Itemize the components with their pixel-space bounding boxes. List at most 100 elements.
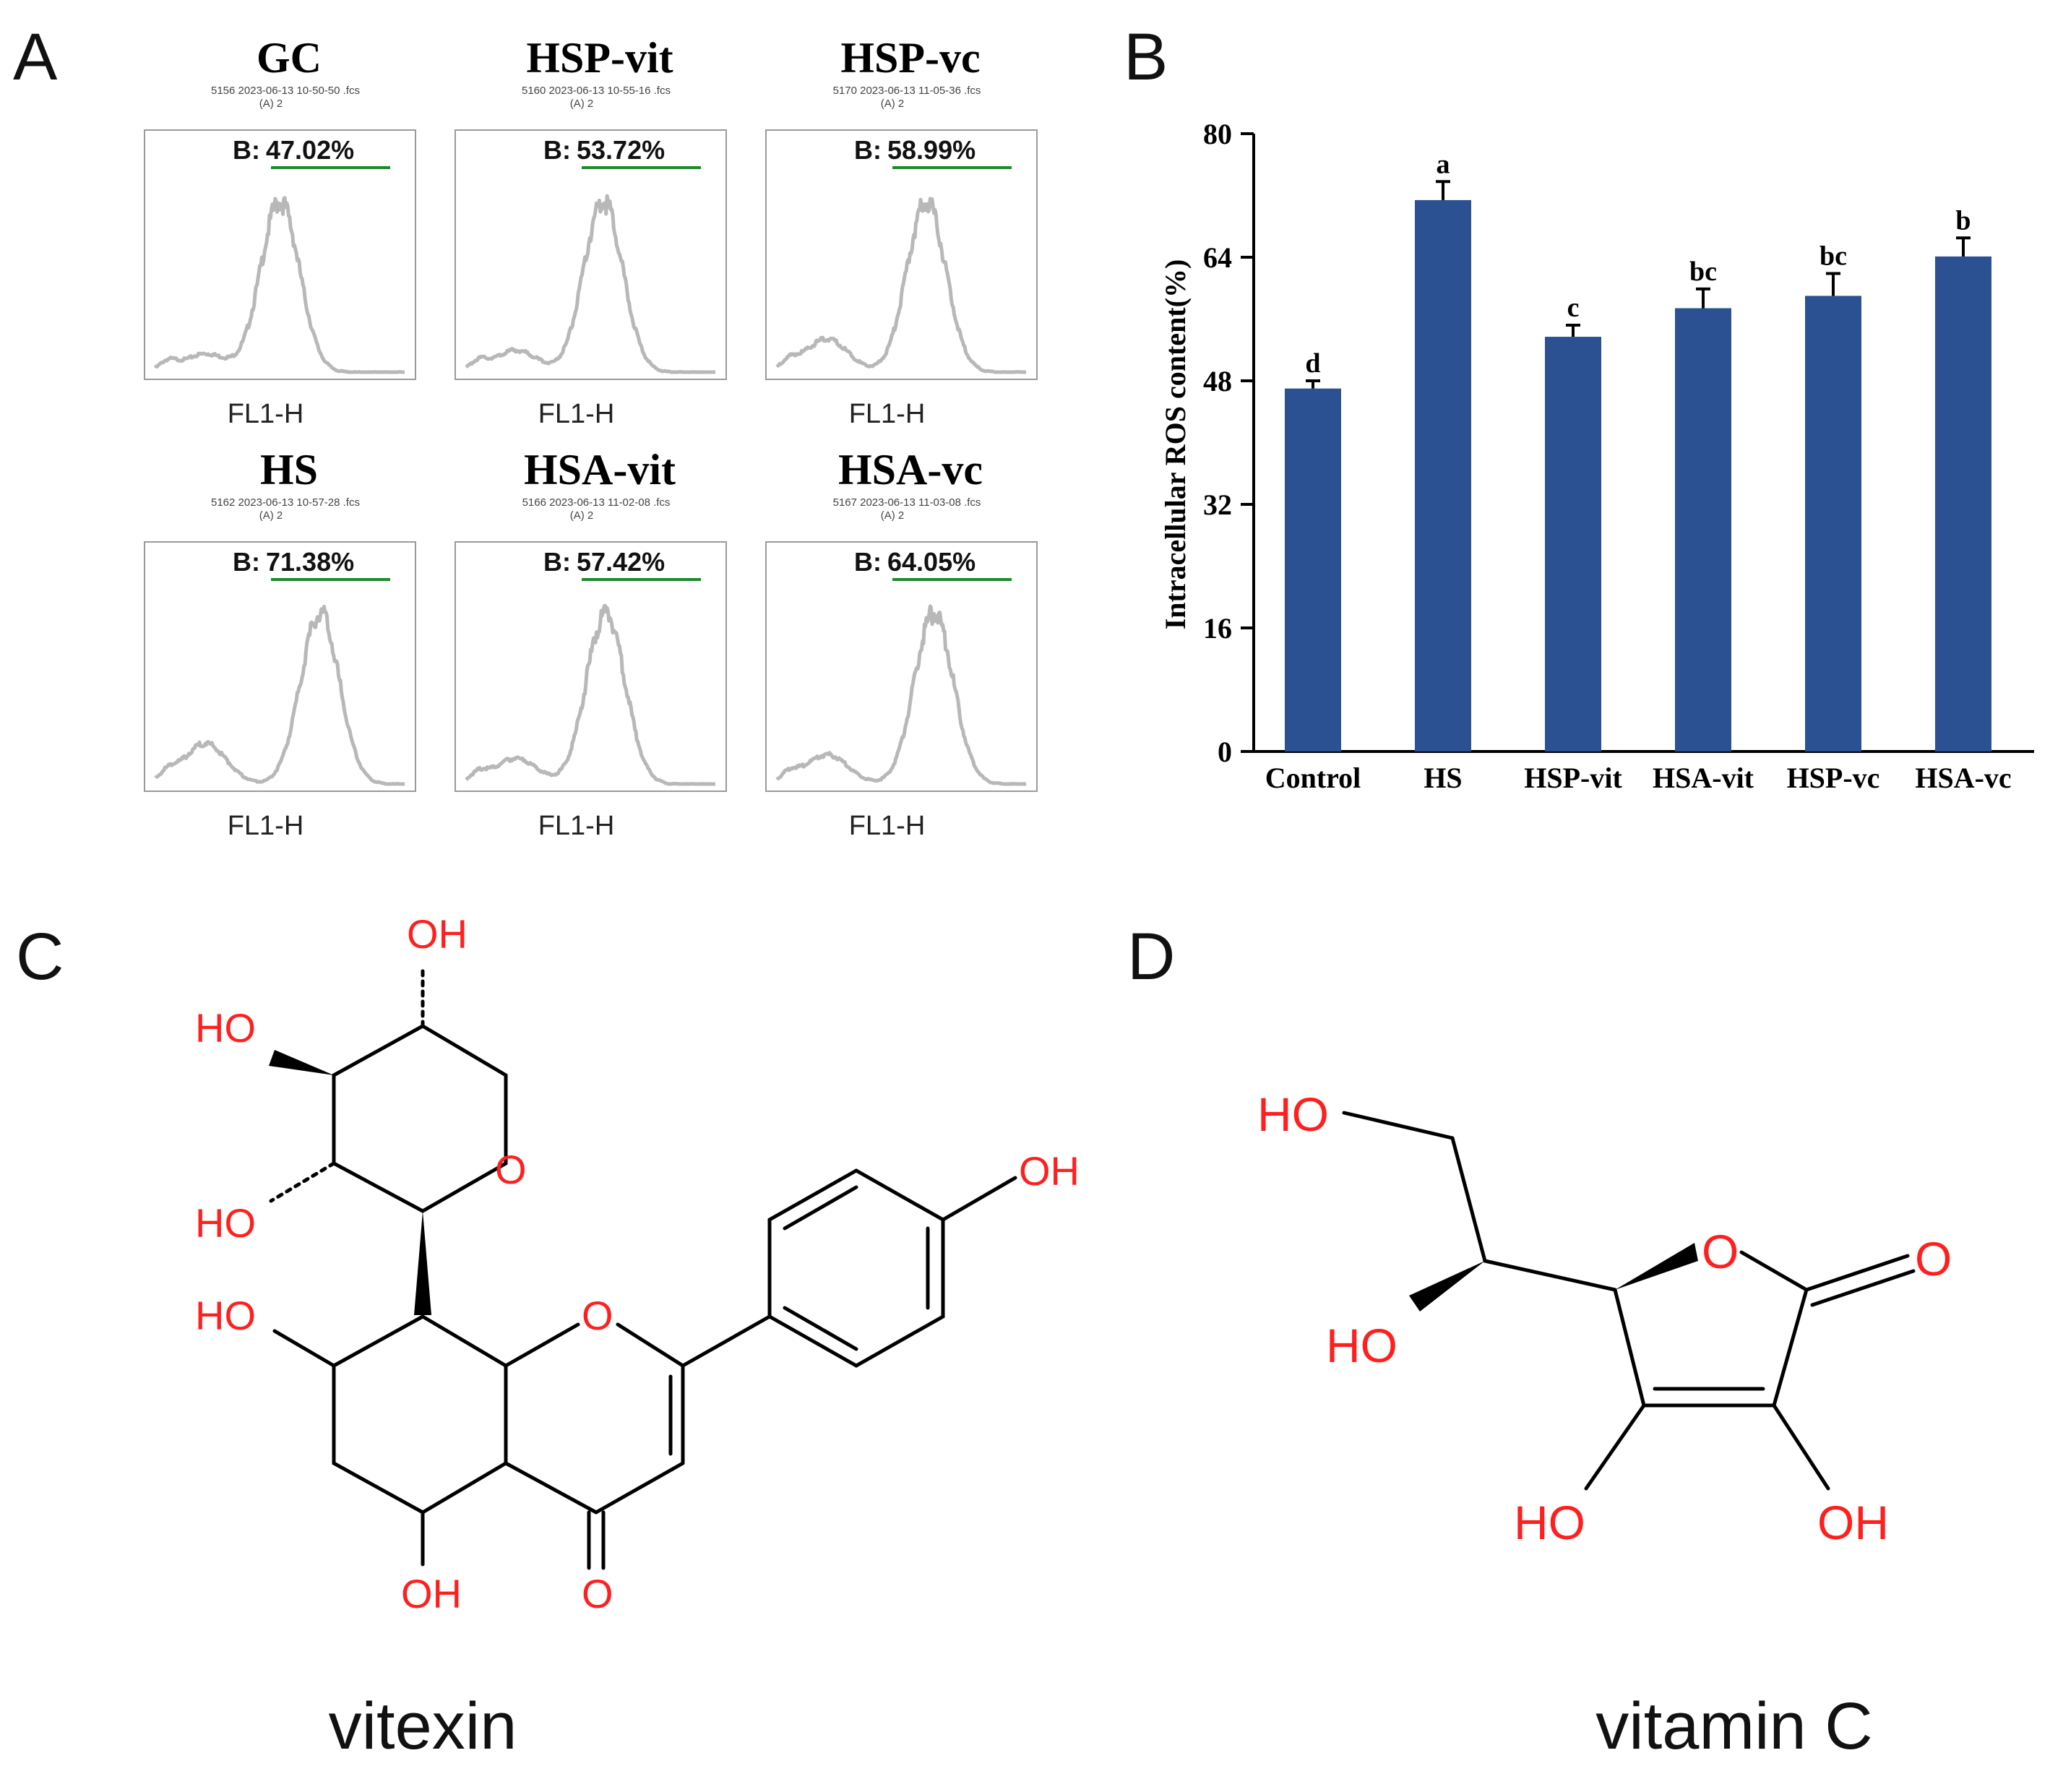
c4-c4a-bond (504, 1461, 598, 1515)
c-o-double-b (1810, 1269, 1916, 1307)
histogram-panel: HSP-vit 5160 2023-06-13 10-55-16 .fcs(A) … (455, 34, 727, 429)
atom-oh-phenol: OH (1019, 1148, 1080, 1194)
y-axis-title: Intracellular ROS content(%) (1159, 259, 1192, 630)
gate-prefix: B: (854, 135, 882, 165)
y-tick-label: 64 (1203, 241, 1232, 274)
c3-c4-bond (1613, 1288, 1646, 1408)
vitexin-label: vitexin (329, 1689, 517, 1763)
atom-oh-top: OH (407, 911, 468, 957)
sugar-ring-bonds (332, 1024, 508, 1213)
y-tick-label: 0 (1218, 736, 1232, 768)
atom-ho-hash: HO (195, 1200, 256, 1246)
gate-prefix: B: (543, 135, 571, 165)
histogram-subtitle: (A) 2 (259, 98, 283, 110)
panel-d-label: D (1127, 920, 1175, 994)
x-category-label: HSP-vit (1524, 762, 1622, 794)
histogram-curve (154, 604, 406, 786)
histogram-curve (153, 196, 406, 374)
atom-oh-bottom-right: OH (1817, 1496, 1889, 1549)
ho-bond (272, 1329, 336, 1368)
atom-ho-left: HO (195, 1005, 256, 1051)
c2-oh-bond (1772, 1403, 1830, 1491)
histogram-curve (465, 194, 717, 374)
ring-o-bond-right (616, 1322, 685, 1368)
bar (1545, 337, 1601, 751)
c1-c2-bond (1772, 1288, 1809, 1408)
y-tick-label: 80 (1203, 118, 1232, 150)
x-category-label: HSA-vc (1915, 762, 2011, 794)
ho-ch2-bond (1342, 1111, 1455, 1140)
histogram-frame (765, 541, 1038, 792)
vitamin-c-structure: HO HO O O HO OH vitamin C (1257, 1087, 1952, 1763)
gate-prefix: B: (233, 547, 260, 577)
c-o-double-a (1804, 1254, 1910, 1292)
bar (1675, 308, 1731, 752)
histogram-x-label: FL1-H (538, 399, 615, 429)
histogram-subtitle: (A) 2 (570, 98, 594, 110)
histogram-x-label: FL1-H (228, 399, 304, 429)
gate-percentage: 71.38% (266, 547, 354, 577)
x-category-label: HS (1424, 762, 1462, 794)
bar-group: d Control a HS c HSP-vit bc HSA-vit bc HSP-vc b HSA… (1265, 149, 2012, 794)
c3-oh-bond (1584, 1403, 1646, 1491)
y-tick-label: 48 (1203, 365, 1232, 397)
phenyl-ring-bonds (767, 1168, 945, 1368)
histogram-frame (765, 129, 1038, 380)
histogram-file-name: 5160 2023-06-13 10-55-16 .fcs (522, 85, 671, 97)
histogram-title: HSA-vit (524, 446, 676, 494)
atom-ho-ring: HO (195, 1293, 256, 1338)
histogram-subtitle: (A) 2 (570, 509, 594, 522)
atom-o-sugar-ring: O (495, 1147, 527, 1192)
bar (1935, 256, 1991, 751)
histogram-panel: HSP-vc 5170 2023-06-13 11-05-36 .fcs(A) 2… (765, 34, 1038, 429)
gate-percentage: 58.99% (887, 135, 976, 165)
y-tick-label: 32 (1203, 488, 1232, 521)
c3-c4-bond (594, 1461, 685, 1515)
histogram-subtitle: (A) 2 (881, 98, 905, 110)
gate-prefix: B: (233, 135, 260, 165)
histogram-curve (465, 603, 717, 786)
ros-bar-chart: Intracellular ROS content(%) 0 16 32 48 64 80… (1159, 118, 2034, 794)
histogram-x-label: FL1-H (538, 811, 615, 841)
histogram-title: HS (260, 446, 318, 494)
histogram-panel: HSA-vc 5167 2023-06-13 11-03-08 .fcs(A) 2… (765, 446, 1038, 841)
x-category-label: HSP-vc (1787, 762, 1880, 794)
histogram-file-name: 5156 2023-06-13 10-50-50 .fcs (211, 85, 360, 97)
wedge-ring-o (1615, 1243, 1698, 1290)
atom-o-pyranone: O (582, 1293, 613, 1338)
x-category-label: Control (1265, 762, 1361, 794)
histogram-x-label: FL1-H (849, 811, 926, 841)
histogram-frame (455, 541, 727, 792)
histogram-title: HSP-vc (840, 34, 980, 82)
significance-letter: a (1437, 149, 1450, 179)
atom-o-carbonyl: O (582, 1571, 613, 1616)
y-tick-label: 16 (1203, 612, 1232, 645)
histogram-x-label: FL1-H (228, 811, 304, 841)
bar (1285, 388, 1341, 751)
gate-percentage: 47.02% (266, 135, 354, 165)
gate-percentage: 57.42% (577, 547, 665, 577)
bar (1415, 199, 1471, 752)
hash-bond-left (269, 1161, 336, 1203)
ch2-ch-bond (1450, 1136, 1487, 1263)
wedge-ho (1409, 1261, 1485, 1311)
significance-letter: c (1567, 293, 1580, 323)
phenyl-double-3 (783, 1306, 858, 1351)
histogram-file-name: 5162 2023-06-13 10-57-28 .fcs (211, 496, 360, 509)
gate-prefix: B: (854, 547, 882, 577)
gate-percentage: 53.72% (577, 135, 665, 165)
wedge-bond-left (269, 1050, 334, 1075)
atom-oh-bottom: OH (401, 1571, 462, 1616)
vitamin-c-label: vitamin C (1595, 1689, 1872, 1763)
significance-letter: d (1305, 348, 1320, 379)
histogram-curve (775, 197, 1028, 374)
atom-o-ring: O (1702, 1225, 1739, 1278)
lower-ring-bonds (332, 1314, 508, 1515)
atom-ho-wedge: HO (1326, 1319, 1397, 1372)
significance-letter: bc (1689, 257, 1717, 287)
ch-ring-bond (1483, 1259, 1617, 1292)
histogram-curve (775, 604, 1028, 786)
histogram-title: HSP-vit (526, 34, 673, 82)
histogram-title: GC (257, 34, 322, 82)
